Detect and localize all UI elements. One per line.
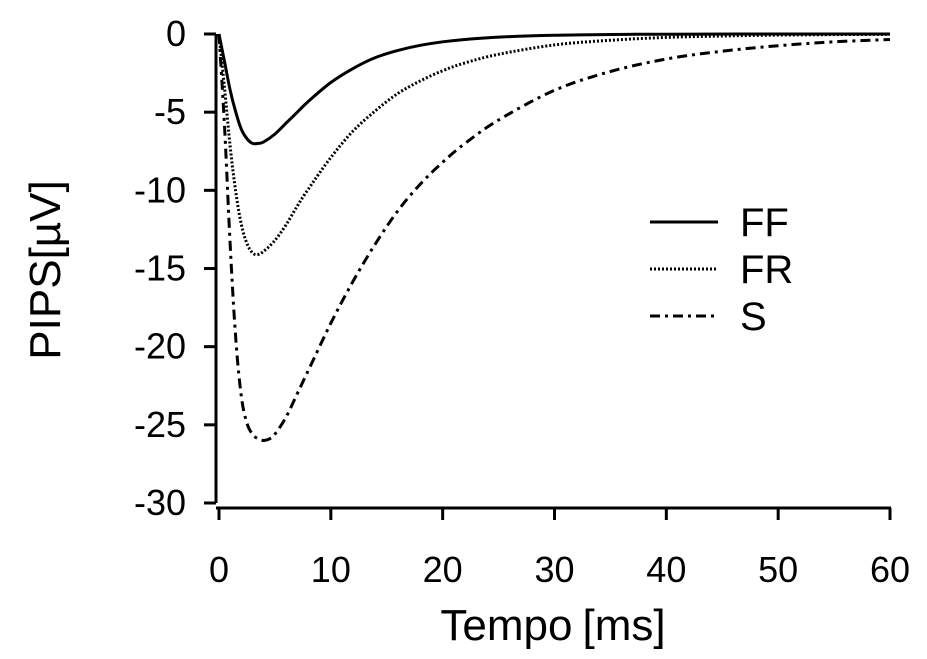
x-ticks: 0 10 20 30 40 50 60 bbox=[209, 508, 910, 590]
x-axis-title-text: Tempo bbox=[440, 601, 572, 650]
y-tick-label: -10 bbox=[134, 169, 186, 210]
x-tick-label: 30 bbox=[534, 549, 574, 590]
series-line-fr bbox=[217, 32, 891, 257]
y-axis-title: PIPS[µV] bbox=[21, 180, 70, 359]
y-tick-label: -20 bbox=[134, 326, 186, 367]
y-tick-label: 0 bbox=[166, 13, 186, 54]
legend-label-ff: FF bbox=[740, 201, 789, 245]
x-tick-label: 40 bbox=[646, 549, 686, 590]
x-tick-label: 10 bbox=[311, 549, 351, 590]
plot-lines bbox=[217, 32, 891, 442]
y-tick-label: -25 bbox=[134, 404, 186, 445]
series-line-s bbox=[217, 33, 891, 442]
y-ticks: 0 -5 -10 -15 -20 -25 -30 bbox=[134, 13, 216, 523]
x-axis-title-unit: [ms] bbox=[582, 601, 665, 650]
y-tick-label: -15 bbox=[134, 248, 186, 289]
y-tick-label: -30 bbox=[134, 482, 186, 523]
x-axis-title: Tempo [ms] bbox=[440, 601, 665, 650]
series-line-ff bbox=[217, 32, 890, 146]
x-tick-label: 0 bbox=[209, 549, 229, 590]
x-tick-label: 60 bbox=[870, 549, 910, 590]
x-tick-label: 50 bbox=[758, 549, 798, 590]
legend-label-s: S bbox=[740, 295, 767, 339]
legend-label-fr: FR bbox=[740, 248, 793, 292]
x-tick-label: 20 bbox=[423, 549, 463, 590]
y-tick-label: -5 bbox=[154, 91, 186, 132]
